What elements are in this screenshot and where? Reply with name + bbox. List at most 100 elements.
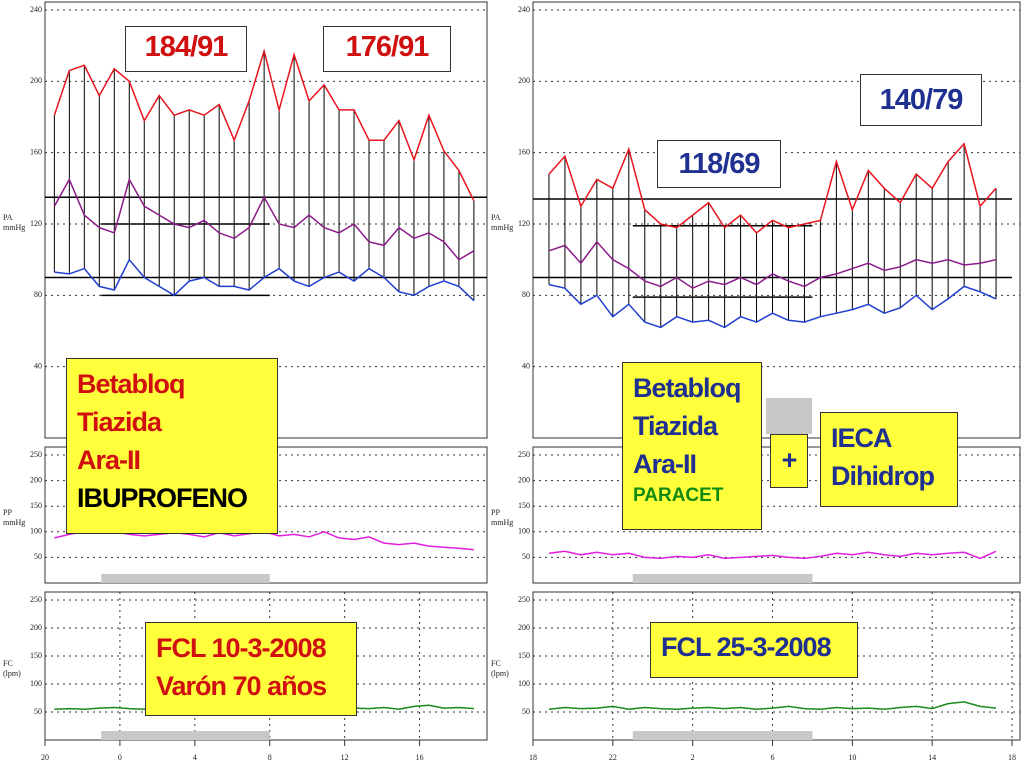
treatment: Betabloq bbox=[633, 373, 742, 403]
y-axis-unit: (lpm) bbox=[3, 669, 21, 678]
x-tick-label: 22 bbox=[609, 753, 617, 762]
y-axis-label: FC bbox=[3, 659, 13, 668]
data-line bbox=[548, 283, 997, 329]
y-tick-label: 200 bbox=[30, 76, 42, 85]
bp-label: 184/91 bbox=[125, 26, 247, 72]
x-tick-label: 14 bbox=[928, 753, 936, 762]
y-tick-label: 160 bbox=[30, 147, 42, 156]
y-tick-label: 200 bbox=[518, 623, 530, 632]
y-axis-unit: mmHg bbox=[491, 518, 513, 527]
y-tick-label: 100 bbox=[518, 527, 530, 536]
y-tick-label: 250 bbox=[518, 450, 530, 459]
y-tick-label: 100 bbox=[30, 679, 42, 688]
treatment-box: Betabloq Tiazida Ara-II IBUPROFENO bbox=[66, 358, 278, 534]
y-tick-label: 40 bbox=[522, 361, 530, 370]
y-axis-unit: mmHg bbox=[3, 518, 25, 527]
y-tick-label: 120 bbox=[30, 219, 42, 228]
y-tick-label: 100 bbox=[518, 679, 530, 688]
x-tick-label: 4 bbox=[193, 753, 197, 762]
treatment: Dihidrop bbox=[831, 461, 935, 491]
data-line bbox=[548, 240, 997, 290]
y-tick-label: 80 bbox=[522, 290, 530, 299]
bp-label: 140/79 bbox=[860, 74, 982, 126]
bp-text: 118/69 bbox=[678, 148, 760, 180]
y-tick-label: 80 bbox=[34, 290, 42, 299]
y-tick-label: 50 bbox=[522, 552, 530, 561]
treatment-box: Betabloq Tiazida Ara-II PARACET bbox=[622, 362, 762, 530]
treatment: Ara-II bbox=[77, 445, 141, 475]
treatment: IECA bbox=[831, 423, 893, 453]
data-line bbox=[548, 550, 997, 560]
data-line bbox=[548, 142, 997, 234]
y-tick-label: 40 bbox=[34, 361, 42, 370]
data-line bbox=[54, 258, 475, 302]
night-marker bbox=[766, 398, 812, 434]
night-band bbox=[632, 731, 813, 740]
patient-info: Varón 70 años bbox=[156, 671, 327, 701]
y-tick-label: 240 bbox=[30, 5, 42, 14]
y-tick-label: 150 bbox=[30, 651, 42, 660]
patient-box: FCL 25-3-2008 bbox=[650, 622, 858, 678]
patient-info: FCL 10-3-2008 bbox=[156, 633, 327, 663]
treatment: IBUPROFENO bbox=[77, 483, 248, 513]
night-band bbox=[101, 731, 270, 740]
x-tick-label: 12 bbox=[341, 753, 349, 762]
y-tick-label: 150 bbox=[518, 651, 530, 660]
night-band bbox=[101, 574, 270, 583]
x-tick-label: 6 bbox=[771, 753, 775, 762]
y-tick-label: 200 bbox=[518, 475, 530, 484]
x-tick-label: 10 bbox=[848, 753, 856, 762]
treatment: PARACET bbox=[633, 485, 724, 506]
y-tick-label: 200 bbox=[30, 475, 42, 484]
x-tick-label: 18 bbox=[529, 753, 537, 762]
y-tick-label: 200 bbox=[30, 623, 42, 632]
y-axis-label: PA bbox=[3, 213, 13, 222]
y-tick-label: 50 bbox=[34, 707, 42, 716]
y-axis-unit: mmHg bbox=[3, 223, 25, 232]
y-tick-label: 150 bbox=[30, 501, 42, 510]
y-tick-label: 50 bbox=[522, 707, 530, 716]
y-tick-label: 120 bbox=[518, 219, 530, 228]
y-axis-unit: (lpm) bbox=[491, 669, 509, 678]
x-tick-label: 2 bbox=[691, 753, 695, 762]
y-tick-label: 250 bbox=[518, 595, 530, 604]
patient-info: FCL 25-3-2008 bbox=[661, 632, 832, 662]
plus-box: + bbox=[770, 434, 808, 488]
treatment: Tiazida bbox=[633, 411, 718, 441]
plus: + bbox=[781, 445, 798, 475]
y-tick-label: 150 bbox=[518, 501, 530, 510]
x-tick-label: 20 bbox=[41, 753, 49, 762]
data-line bbox=[53, 177, 475, 261]
y-tick-label: 250 bbox=[30, 595, 42, 604]
bp-text: 176/91 bbox=[345, 31, 430, 63]
treatment-box: IECA Dihidrop bbox=[820, 412, 958, 507]
y-tick-label: 160 bbox=[518, 147, 530, 156]
data-line bbox=[53, 48, 475, 202]
y-axis-unit: mmHg bbox=[491, 223, 513, 232]
bp-text: 140/79 bbox=[879, 84, 964, 116]
y-axis-label: PP bbox=[491, 508, 500, 517]
plot-frame bbox=[532, 1, 1021, 439]
y-tick-label: 250 bbox=[30, 450, 42, 459]
bp-text: 184/91 bbox=[144, 31, 229, 63]
y-axis-label: PA bbox=[491, 213, 501, 222]
y-tick-label: 240 bbox=[518, 5, 530, 14]
y-tick-label: 50 bbox=[34, 552, 42, 561]
data-line bbox=[548, 701, 997, 710]
night-band bbox=[632, 574, 813, 583]
bp-label: 176/91 bbox=[323, 26, 451, 72]
x-tick-label: 16 bbox=[416, 753, 424, 762]
treatment: Betabloq bbox=[77, 369, 186, 399]
bp-label: 118/69 bbox=[657, 140, 781, 188]
y-tick-label: 200 bbox=[518, 76, 530, 85]
treatment: Tiazida bbox=[77, 407, 162, 437]
treatment: Ara-II bbox=[633, 449, 697, 479]
y-axis-label: FC bbox=[491, 659, 501, 668]
patient-box: FCL 10-3-2008 Varón 70 años bbox=[145, 622, 357, 716]
x-tick-label: 0 bbox=[118, 753, 122, 762]
y-axis-label: PP bbox=[3, 508, 12, 517]
x-tick-label: 8 bbox=[268, 753, 272, 762]
x-tick-label: 18 bbox=[1008, 753, 1016, 762]
